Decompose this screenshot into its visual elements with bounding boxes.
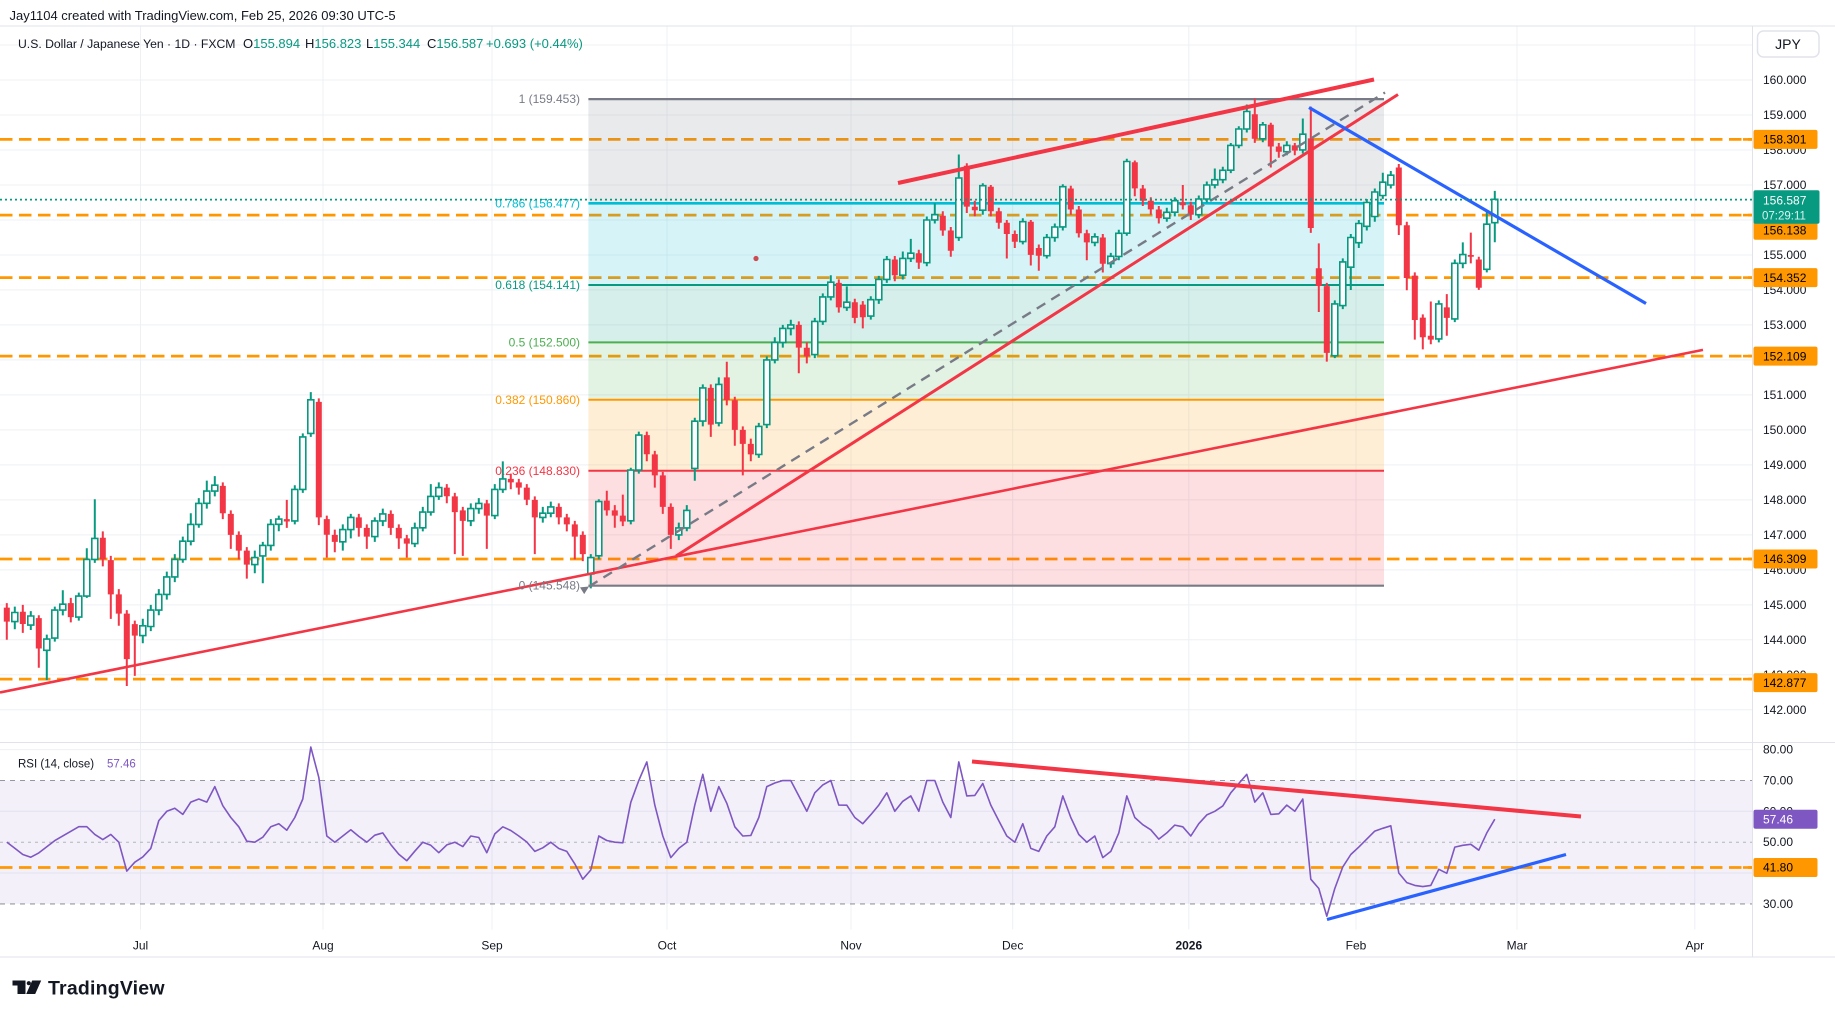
svg-text:159.000: 159.000	[1763, 108, 1807, 122]
svg-text:Feb: Feb	[1346, 939, 1367, 953]
svg-text:142.000: 142.000	[1763, 703, 1807, 717]
svg-text:157.000: 157.000	[1763, 178, 1807, 192]
svg-text:Jul: Jul	[133, 939, 148, 953]
svg-text:145.000: 145.000	[1763, 598, 1807, 612]
svg-text:154.352: 154.352	[1763, 271, 1807, 285]
svg-text:156.587: 156.587	[1763, 193, 1807, 207]
svg-text:H156.823: H156.823	[305, 36, 361, 51]
svg-text:41.80: 41.80	[1763, 861, 1793, 875]
svg-text:0.786 (156.477): 0.786 (156.477)	[495, 196, 580, 210]
svg-text:147.000: 147.000	[1763, 528, 1807, 542]
svg-text:149.000: 149.000	[1763, 458, 1807, 472]
svg-text:+0.693 (+0.44%): +0.693 (+0.44%)	[486, 36, 583, 51]
svg-text:152.109: 152.109	[1763, 349, 1807, 363]
svg-text:JPY: JPY	[1775, 36, 1801, 52]
svg-text:0.5 (152.500): 0.5 (152.500)	[509, 335, 580, 349]
svg-text:Aug: Aug	[312, 939, 333, 953]
svg-text:50.00: 50.00	[1763, 835, 1793, 849]
svg-text:Oct: Oct	[658, 939, 677, 953]
svg-text:1 (159.453): 1 (159.453)	[519, 92, 580, 106]
svg-text:2026: 2026	[1175, 939, 1202, 953]
svg-text:151.000: 151.000	[1763, 388, 1807, 402]
svg-text:142.877: 142.877	[1763, 676, 1807, 690]
svg-text:RSI (14, close): RSI (14, close)	[18, 759, 94, 771]
svg-text:156.138: 156.138	[1763, 224, 1807, 238]
svg-text:80.00: 80.00	[1763, 743, 1793, 757]
svg-text:0 (145.548): 0 (145.548)	[519, 579, 580, 593]
svg-text:70.00: 70.00	[1763, 774, 1793, 788]
svg-text:30.00: 30.00	[1763, 897, 1793, 911]
svg-text:C156.587: C156.587	[427, 36, 483, 51]
svg-text:144.000: 144.000	[1763, 633, 1807, 647]
svg-text:Nov: Nov	[840, 939, 861, 953]
svg-text:07:29:11: 07:29:11	[1762, 211, 1806, 223]
svg-text:158.301: 158.301	[1763, 133, 1807, 147]
svg-text:153.000: 153.000	[1763, 318, 1807, 332]
svg-text:148.000: 148.000	[1763, 493, 1807, 507]
svg-text:Jay1104 created with TradingVi: Jay1104 created with TradingView.com, Fe…	[10, 8, 396, 23]
svg-text:150.000: 150.000	[1763, 423, 1807, 437]
svg-text:0.618 (154.141): 0.618 (154.141)	[495, 278, 580, 292]
svg-text:155.000: 155.000	[1763, 248, 1807, 262]
svg-text:O155.894: O155.894	[243, 36, 300, 51]
svg-text:0.236 (148.830): 0.236 (148.830)	[495, 464, 580, 478]
svg-text:TradingView: TradingView	[48, 978, 165, 1000]
svg-text:Dec: Dec	[1002, 939, 1023, 953]
svg-text:Apr: Apr	[1685, 939, 1704, 953]
svg-text:0.382 (150.860): 0.382 (150.860)	[495, 393, 580, 407]
svg-text:Sep: Sep	[481, 939, 503, 953]
svg-text:U.S. Dollar / Japanese Yen · 1: U.S. Dollar / Japanese Yen · 1D · FXCM	[18, 37, 235, 51]
svg-text:Mar: Mar	[1507, 939, 1528, 953]
svg-text:L155.344: L155.344	[366, 36, 420, 51]
svg-text:160.000: 160.000	[1763, 73, 1807, 87]
svg-text:57.46: 57.46	[1763, 812, 1793, 826]
svg-text:146.309: 146.309	[1763, 552, 1807, 566]
svg-text:57.46: 57.46	[107, 759, 136, 771]
